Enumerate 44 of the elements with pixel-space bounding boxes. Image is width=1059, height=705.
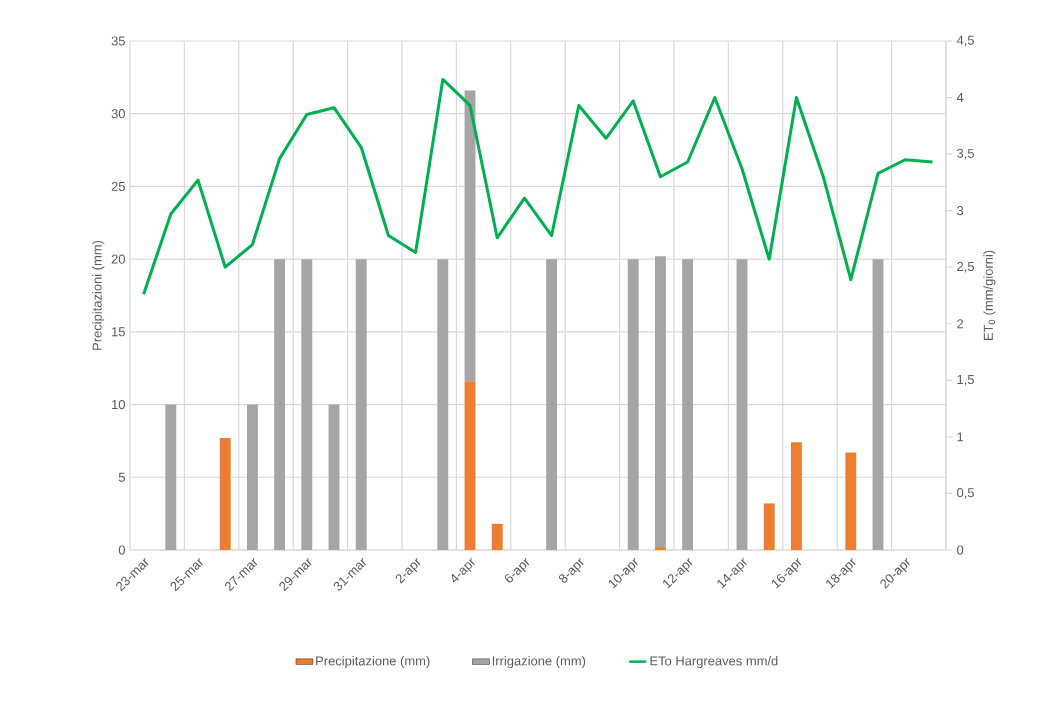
- bar: [491, 523, 503, 550]
- bar: [790, 442, 802, 550]
- y-tick-label: 0: [118, 545, 125, 555]
- line-series: [142, 77, 934, 296]
- y2-tick-label: 2,5: [957, 261, 974, 273]
- y2-tick-label: 1,5: [957, 375, 974, 386]
- bar: [437, 259, 449, 550]
- legend-label: Irrigazione (mm): [492, 655, 586, 669]
- y2-tick-label: 3,5: [957, 148, 974, 160]
- y-tick-label: 15: [112, 327, 125, 337]
- bar: [682, 259, 694, 550]
- y2-tick-label: 4: [956, 93, 964, 102]
- bar: [355, 259, 367, 550]
- bar: [219, 438, 231, 550]
- bar: [763, 503, 775, 550]
- bar: [464, 381, 476, 550]
- bar: [627, 259, 639, 550]
- bar: [872, 259, 884, 550]
- bar: [328, 404, 340, 550]
- y2-tick-label: 1: [957, 432, 964, 442]
- y2-tick-label: 4,5: [956, 35, 974, 47]
- bar: [654, 547, 666, 550]
- legend-label: ETo Hargreaves mm/d: [650, 655, 778, 669]
- legend-label: Precipitazione (mm): [316, 655, 430, 669]
- y2-tick-label: 0: [957, 545, 964, 555]
- y2-tick-label: 2: [957, 319, 964, 329]
- bar: [165, 404, 177, 550]
- y-tick-label: 10: [112, 399, 125, 410]
- y-tick-label: 30: [111, 109, 125, 119]
- y-tick-label: 5: [118, 472, 125, 482]
- y-tick-label: 35: [111, 36, 125, 46]
- bar: [246, 404, 258, 550]
- bar: [654, 256, 666, 548]
- bar: [546, 259, 558, 550]
- y-tick-label: 25: [111, 181, 125, 191]
- bar: [736, 259, 748, 550]
- y2-tick-label: 0,5: [957, 488, 974, 499]
- y-axis-title: Precipitazioni (mm): [92, 240, 105, 350]
- bar: [274, 259, 286, 550]
- bar: [301, 259, 313, 550]
- y2-axis-title: ET$_{0}$ (mm/giorni): [983, 250, 996, 340]
- y2-tick-label: 3: [957, 206, 964, 216]
- y-tick-label: 20: [111, 254, 125, 264]
- bar: [845, 452, 857, 550]
